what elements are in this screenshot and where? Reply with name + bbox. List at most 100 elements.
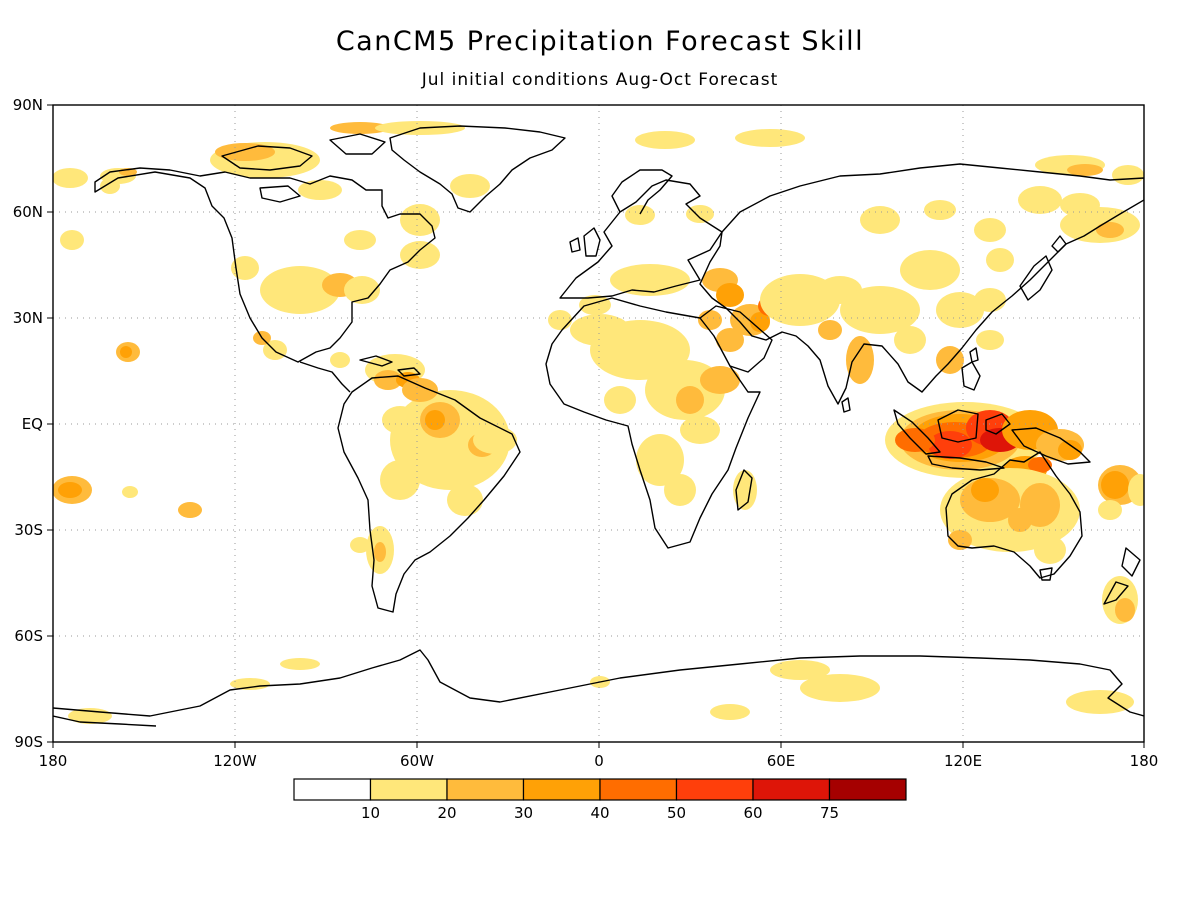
- longitude-labels: 180 120W 60W 0 60E 120E 180: [39, 752, 1159, 770]
- skill-region: [374, 370, 402, 390]
- colorbar-swatch: [675, 778, 754, 801]
- skill-region: [450, 174, 490, 198]
- colorbar-label: 10: [361, 804, 380, 822]
- skill-region: [716, 328, 744, 352]
- lon-label: 120E: [944, 752, 982, 770]
- coast-asia: [699, 163, 1144, 405]
- skill-region: [676, 386, 704, 414]
- skill-region: [350, 537, 370, 553]
- colorbar-swatch: [446, 778, 525, 801]
- skill-region: [374, 542, 386, 562]
- skill-region: [895, 428, 935, 452]
- skill-region: [344, 230, 376, 250]
- skill-region: [58, 482, 82, 498]
- skill-region: [548, 310, 572, 330]
- skill-region: [686, 205, 714, 223]
- lat-label: 60S: [14, 627, 43, 645]
- colorbar-label: 20: [437, 804, 456, 822]
- skill-region: [400, 241, 440, 269]
- skill-region: [390, 390, 510, 490]
- coast-north-america: [94, 167, 436, 363]
- coast-south-america: [337, 375, 521, 613]
- lat-label: EQ: [22, 415, 43, 433]
- skill-region: [924, 200, 956, 220]
- colorbar-label: 40: [590, 804, 609, 822]
- skill-region: [664, 474, 696, 506]
- skill-region: [894, 326, 926, 354]
- skill-region: [1112, 165, 1144, 185]
- skill-region: [716, 283, 744, 307]
- lon-label: 60E: [767, 752, 796, 770]
- skill-region: [1067, 164, 1103, 176]
- skill-region: [1060, 193, 1100, 217]
- skill-region: [280, 658, 320, 670]
- skill-region: [818, 320, 842, 340]
- skill-region: [800, 674, 880, 702]
- colorbar-swatch: [599, 778, 678, 801]
- axis-ticks: [47, 104, 1145, 748]
- skill-region: [1058, 440, 1082, 460]
- skill-region: [231, 256, 259, 280]
- skill-region: [710, 704, 750, 720]
- skill-region: [380, 460, 420, 500]
- lat-label: 30S: [14, 521, 43, 539]
- lon-label: 180: [39, 752, 68, 770]
- lon-label: 120W: [213, 752, 257, 770]
- skill-region: [974, 218, 1006, 242]
- skill-region: [298, 180, 342, 200]
- skill-region: [473, 426, 517, 454]
- skill-region: [178, 502, 202, 518]
- colorbar-swatch: [522, 778, 601, 801]
- coast-indonesia: [893, 409, 941, 455]
- skill-region: [400, 204, 440, 236]
- skill-region: [986, 248, 1014, 272]
- skill-region: [1018, 186, 1062, 214]
- skill-region: [974, 288, 1006, 312]
- skill-region: [100, 178, 120, 194]
- skill-region: [680, 416, 720, 444]
- skill-region: [260, 266, 340, 314]
- skill-region: [846, 336, 874, 384]
- coast-australia: [945, 451, 1083, 579]
- colorbar-label: 60: [743, 804, 762, 822]
- skill-region: [635, 131, 695, 149]
- latitude-labels: 90N 60N 30N EQ 30S 60S 90S: [13, 96, 43, 751]
- skill-region: [1101, 471, 1129, 499]
- skill-region: [948, 530, 972, 550]
- colorbar-label: 50: [667, 804, 686, 822]
- skill-region: [53, 168, 88, 188]
- lat-label: 30N: [13, 309, 43, 327]
- skill-region: [344, 276, 380, 304]
- skill-region: [570, 314, 630, 346]
- coast-antarctica: [53, 649, 1144, 717]
- lat-label: 60N: [13, 203, 43, 221]
- skill-region: [750, 312, 770, 332]
- colorbar: 10 20 30 40 50 60 75: [293, 778, 907, 822]
- skill-region: [1034, 536, 1066, 564]
- skill-region: [604, 386, 636, 414]
- skill-region: [860, 206, 900, 234]
- skill-region: [230, 678, 270, 690]
- colorbar-swatch: [369, 778, 448, 801]
- map-subtitle: Jul initial conditions Aug-Oct Forecast: [421, 70, 779, 90]
- skill-region: [447, 484, 483, 516]
- lon-label: 180: [1130, 752, 1159, 770]
- skill-region: [122, 486, 138, 498]
- skill-region: [625, 205, 655, 225]
- skill-region: [976, 330, 1004, 350]
- map-title: CanCM5 Precipitation Forecast Skill: [335, 26, 865, 57]
- colorbar-label: 30: [514, 804, 533, 822]
- skill-region: [971, 478, 999, 502]
- lat-label: 90S: [14, 733, 43, 751]
- skill-region: [425, 410, 445, 430]
- skill-region: [900, 250, 960, 290]
- gridlines: [53, 105, 1144, 742]
- coast-africa: [545, 297, 761, 549]
- colorbar-swatch: [828, 778, 907, 801]
- lon-label: 60W: [400, 752, 434, 770]
- lon-label: 0: [594, 752, 604, 770]
- coast-new-guinea: [1011, 427, 1091, 465]
- skill-region: [936, 292, 984, 328]
- skill-region: [840, 286, 920, 334]
